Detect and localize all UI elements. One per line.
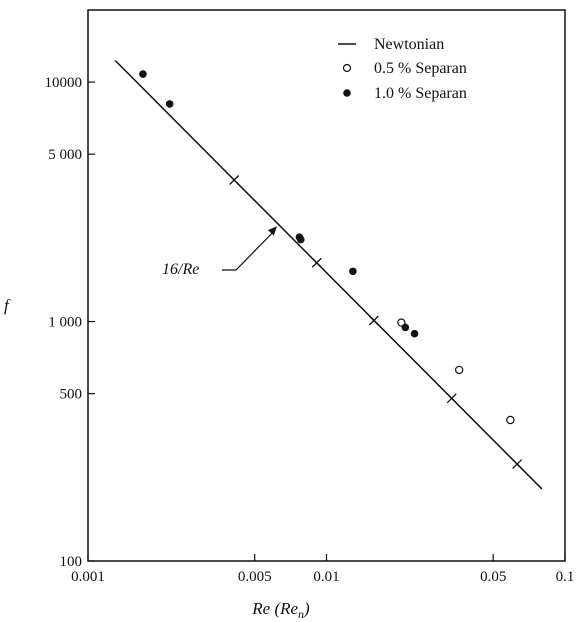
y-tick-label: 100: [60, 554, 83, 570]
separan-0.5-point: [454, 365, 464, 375]
legend-marker-open-circle: [342, 63, 352, 73]
separan-1.0-point: [296, 235, 305, 244]
separan-1.0-point: [349, 267, 357, 276]
newtonian-cross-point: [311, 257, 322, 268]
newtonian-cross-point: [229, 175, 240, 185]
data-series: [114, 59, 543, 490]
newtonian-cross-point: [512, 459, 523, 470]
separan-1.0-point: [401, 323, 410, 332]
x-tick-label: 0.1: [556, 569, 575, 585]
legend-marker-filled-circle: [343, 89, 351, 97]
x-axis-title: Re (Ren): [251, 599, 310, 621]
y-tick-label: 500: [60, 387, 83, 403]
newtonian-cross-point: [446, 393, 457, 404]
separan-1.0-point: [139, 70, 147, 78]
x-tick-label: 0.05: [480, 569, 506, 585]
legend-label-1.0-separan: 1.0 % Separan: [374, 85, 467, 102]
x-tick-label: 0.01: [313, 569, 339, 585]
y-tick-label: 5 000: [48, 147, 82, 163]
axis-ticks: 0.001 0.005 0.01 0.05 0.1 100 500 1 000 5 000 100…: [45, 75, 575, 585]
annotation-arrowhead: [267, 226, 277, 236]
x-tick-label: 0.001: [71, 569, 105, 585]
newtonian-line: [114, 59, 543, 490]
y-tick-label: 1 000: [48, 315, 82, 331]
plot-frame: [87, 9, 566, 562]
annotation-label: 16/Re: [162, 261, 199, 278]
legend-label-newtonian: Newtonian: [374, 36, 444, 53]
annotation-arrow: [222, 231, 274, 271]
y-tick-label: 10000: [45, 75, 83, 91]
separan-0.5-point: [506, 415, 515, 425]
newtonian-cross-point: [368, 315, 379, 326]
separan-1.0-point: [410, 329, 419, 338]
legend-label-0.5-separan: 0.5 % Separan: [374, 60, 467, 77]
separan-1.0-point: [165, 100, 174, 108]
y-axis-title: f: [4, 296, 11, 315]
x-tick-label: 0.005: [238, 569, 272, 585]
annotation-16-re: 16/Re: [162, 226, 277, 278]
legend: Newtonian 0.5 % Separan 1.0 % Separan: [338, 36, 467, 102]
